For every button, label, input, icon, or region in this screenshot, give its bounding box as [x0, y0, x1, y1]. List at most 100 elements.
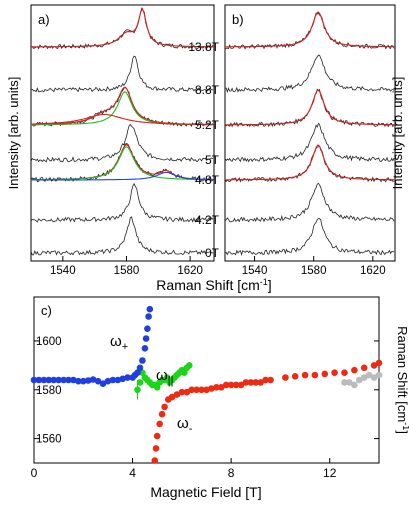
point-ω+ [30, 376, 38, 384]
panel-ab-xlabel: Raman Shift [cm-1] [156, 277, 271, 293]
c-xtick-label: 12 [323, 466, 337, 480]
point-ω+ [80, 377, 87, 385]
point-gray [365, 371, 373, 379]
point-ω- [331, 369, 338, 377]
point-ω+ [60, 376, 67, 384]
annotation-omega-minus: ω- [177, 415, 193, 435]
xtick-label: 1540 [242, 265, 268, 277]
spectrum-a-4.8T [30, 143, 214, 183]
annotation-omega-plus: ω+ [110, 333, 128, 353]
field-label: 5T [205, 153, 220, 167]
c-xtick-label: 0 [31, 466, 38, 480]
point-ω- [351, 366, 358, 374]
point-ω- [161, 403, 168, 411]
fit-total-13.8T [31, 7, 214, 48]
point-ω+ [75, 377, 82, 385]
point-ω+ [94, 377, 102, 385]
point-ω- [232, 381, 240, 389]
panel-c-label: c) [41, 303, 52, 318]
point-ω+ [40, 376, 48, 384]
point-ω- [193, 386, 200, 394]
spectrum-a-4.2T [30, 182, 214, 223]
panel-a-ylabel: Intensity [arb. units] [6, 77, 21, 190]
field-label: 0T [205, 246, 220, 260]
c-ytick-label: 1560 [36, 434, 62, 446]
point-ω+ [89, 376, 97, 383]
point-gray [341, 379, 348, 386]
point-ω+ [70, 376, 77, 384]
xtick-label: 1620 [360, 265, 386, 277]
field-label: 5.2T [195, 118, 220, 132]
point-ω- [370, 362, 378, 369]
fit-green-4.8T [31, 146, 214, 181]
point-ω- [188, 386, 195, 394]
point-ω- [341, 369, 348, 377]
point-ω- [222, 381, 230, 389]
point-ω+ [50, 376, 57, 384]
point-ω+ [84, 377, 92, 384]
fit-total-4.8T [31, 144, 214, 181]
point-ω+ [65, 376, 72, 384]
point-ω- [198, 386, 205, 394]
point-gray [370, 374, 378, 381]
spectrum-b-5T [224, 122, 395, 163]
point-ω- [262, 376, 269, 384]
point-gray [356, 376, 363, 384]
point-ω|| [186, 362, 193, 369]
point-gray [360, 374, 368, 381]
point-ω- [375, 359, 383, 367]
point-gray [351, 381, 358, 389]
field-label: 13.8T [188, 40, 219, 54]
point-ω+ [99, 380, 107, 388]
point-ω- [291, 373, 299, 380]
field-label: 4.2T [195, 213, 220, 227]
point-ω- [178, 388, 186, 396]
point-ω+ [146, 305, 154, 313]
point-ω- [218, 384, 225, 391]
c-xtick-label: 8 [228, 466, 235, 480]
point-ω+ [109, 376, 117, 384]
c-ytick-label: 1580 [36, 385, 62, 397]
annotation-omega-parallel: ω|| [156, 367, 173, 387]
spectrum-b-8.8T [224, 54, 395, 94]
point-ω- [321, 370, 329, 378]
point-gray [346, 379, 353, 386]
panel-a-label: a) [38, 12, 50, 27]
point-ω|| [136, 379, 144, 386]
point-ω- [158, 410, 166, 418]
point-ω- [252, 379, 260, 386]
panel-a: a) 1540 1580 1620 [30, 4, 215, 277]
point-ω+ [142, 335, 150, 342]
spectrum-a-5T [30, 123, 214, 163]
panel-c: c) 0 4 8 12 1560 1580 1600 ω+ ω|| ω- Magnetic … [30, 296, 409, 500]
spectrum-b-4.2T [224, 182, 395, 223]
panel-c-xlabel: Magnetic Field [T] [150, 484, 261, 500]
xtick-label: 1620 [177, 265, 203, 277]
point-ω+ [136, 364, 144, 372]
panel-b: b) 1540 1580 1620 [224, 4, 396, 277]
point-ω+ [124, 374, 131, 381]
point-ω+ [45, 376, 53, 384]
spectrum-a-8.8T [30, 55, 213, 93]
point-ω- [183, 388, 191, 396]
c-xtick-label: 4 [129, 466, 136, 480]
point-ω- [227, 381, 235, 389]
point-ω+ [55, 376, 62, 384]
point-ω- [301, 371, 309, 379]
panel-b-ylabel: Intensity [arb. units] [390, 77, 405, 190]
xtick-label: 1580 [114, 265, 140, 277]
fit-red-broad-5.2T [31, 113, 214, 126]
spectrum-a-0T [30, 216, 214, 256]
point-ω- [213, 384, 220, 391]
point-ω- [153, 432, 161, 440]
c-ytick-label: 1600 [36, 336, 62, 348]
fit-blue-4.8T [31, 171, 214, 181]
field-labels: 13.8T 8.8T 5.2T 5T 4.8T 4.2T 0T [188, 40, 219, 260]
point-ω- [242, 379, 250, 386]
point-ω|| [153, 384, 161, 391]
panel-a-frame [30, 4, 215, 262]
spectrum-b-0T [224, 217, 395, 257]
point-ω- [208, 385, 215, 392]
spectrum-a-5.2T [30, 86, 214, 128]
